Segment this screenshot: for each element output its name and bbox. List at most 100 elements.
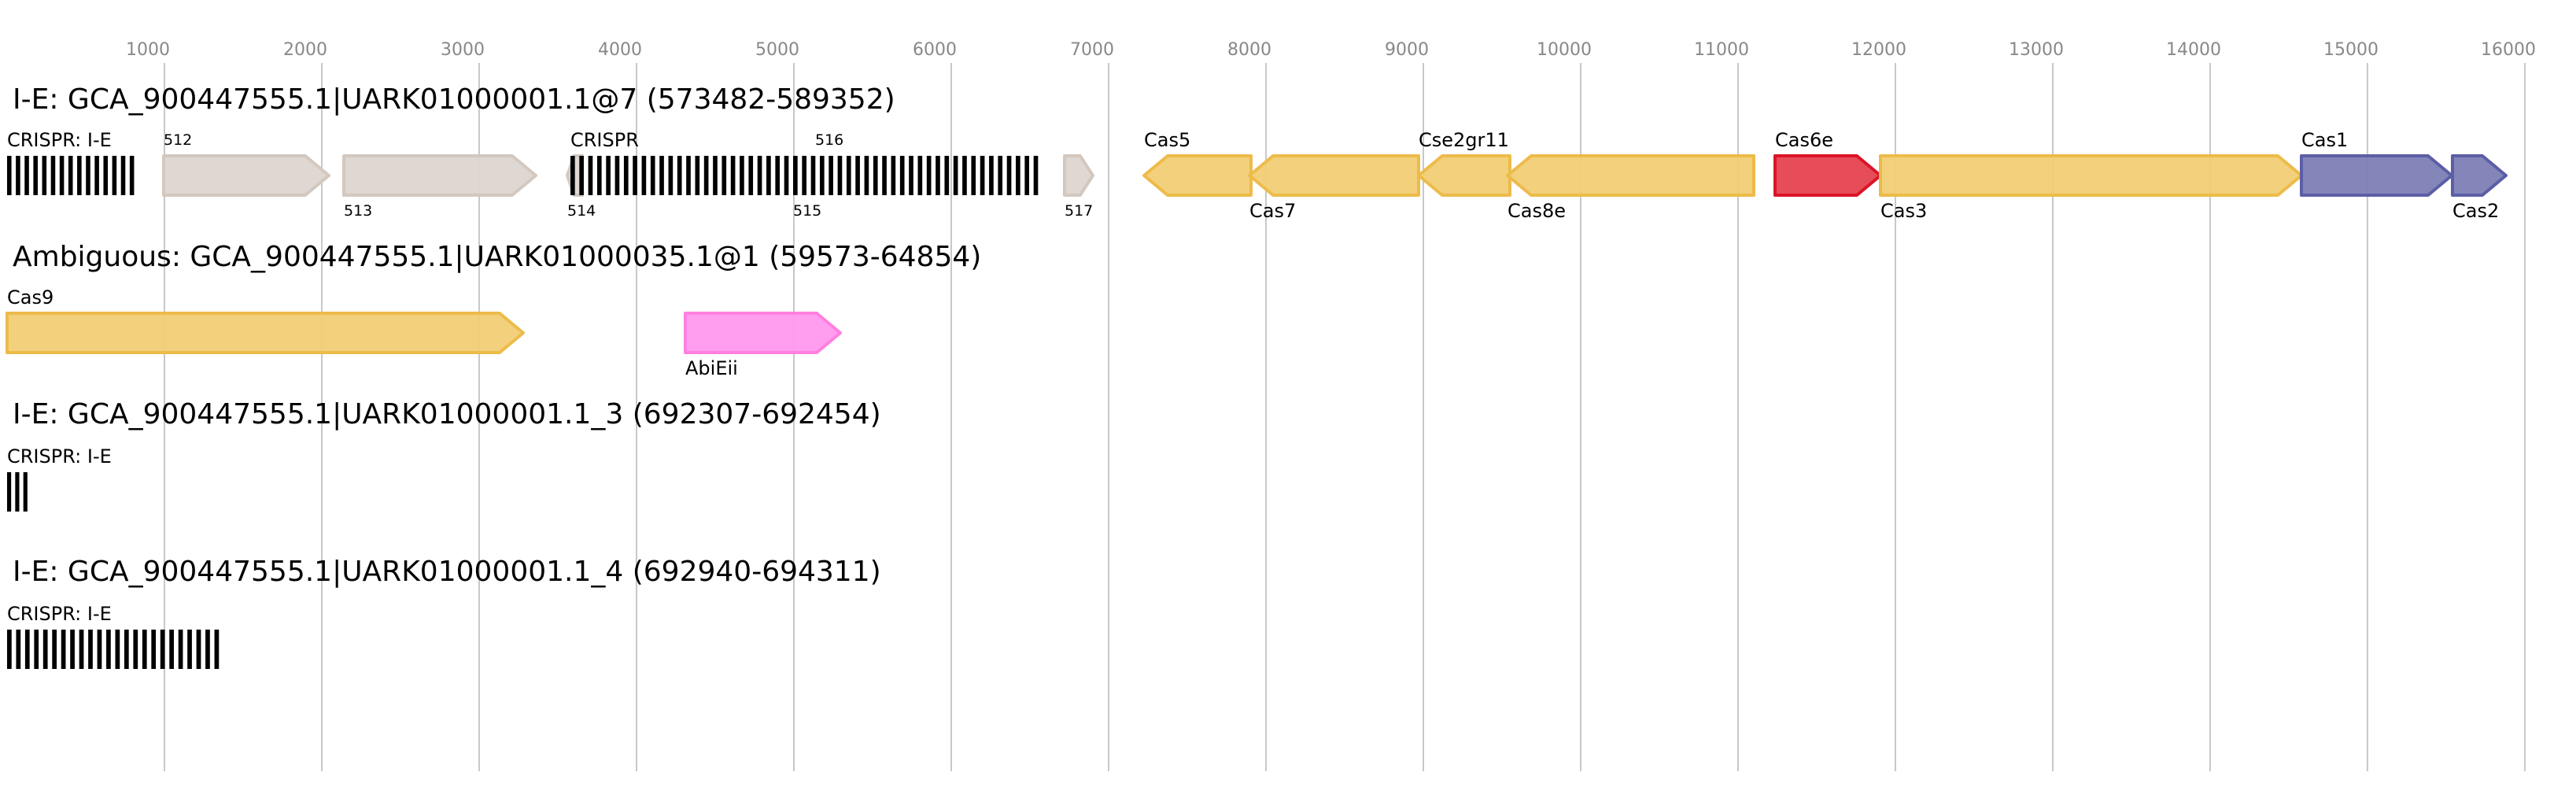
locus-1: I-E: GCA_900447555.1|UARK01000001.1@7 (5… bbox=[7, 83, 2508, 222]
crispr-repeat bbox=[926, 156, 932, 195]
gene-arrow bbox=[1248, 154, 1420, 197]
feature-label: CRISPR bbox=[570, 129, 639, 151]
crispr-repeat bbox=[775, 156, 781, 195]
locus-title: Ambiguous: GCA_900447555.1|UARK01000035.… bbox=[13, 241, 981, 273]
crispr-repeat bbox=[695, 156, 700, 195]
gene-arrow bbox=[1879, 154, 2303, 197]
crispr-array: CRISPR: I-E bbox=[7, 445, 112, 512]
feature-label: Cas5 bbox=[1144, 129, 1190, 151]
crispr-repeat bbox=[1033, 156, 1039, 195]
crispr-repeat bbox=[837, 156, 843, 195]
axis-tick-label: 11000 bbox=[1694, 40, 1749, 60]
crispr-repeat bbox=[178, 630, 183, 669]
crispr-repeat bbox=[120, 156, 126, 195]
crispr-repeat bbox=[614, 156, 620, 195]
feature-label: Cas6e bbox=[1775, 129, 1833, 151]
axis-tick-label: 3000 bbox=[441, 40, 485, 60]
crispr-repeat bbox=[52, 630, 57, 669]
axis-tick-label: 15000 bbox=[2323, 40, 2379, 60]
axis-tick-label: 4000 bbox=[598, 40, 642, 60]
gene-arrow bbox=[6, 312, 525, 354]
crispr-repeat bbox=[713, 156, 718, 195]
gene-cas5: Cas5 bbox=[1142, 129, 1253, 197]
crispr-repeat bbox=[1024, 156, 1030, 195]
crispr-repeat bbox=[641, 156, 647, 195]
crispr-repeat bbox=[730, 156, 736, 195]
feature-label: Cas3 bbox=[1880, 200, 1927, 222]
gene-cas9: Cas9 bbox=[6, 286, 525, 354]
crispr-repeat bbox=[79, 630, 84, 669]
axis-tick-label: 6000 bbox=[913, 40, 957, 60]
gene-arrow bbox=[1417, 154, 1511, 197]
feature-label: AbiEii bbox=[685, 357, 738, 379]
crispr-repeat bbox=[7, 472, 12, 512]
gene-label-516: 516 bbox=[815, 131, 843, 149]
crispr-repeat bbox=[214, 630, 220, 669]
crispr-repeat bbox=[757, 156, 762, 195]
crispr-repeat bbox=[59, 156, 65, 195]
crispr-repeat bbox=[962, 156, 967, 195]
gene-arrow bbox=[342, 154, 537, 197]
crispr-repeat bbox=[77, 156, 82, 195]
feature-label: 512 bbox=[164, 131, 192, 149]
crispr-repeat bbox=[70, 630, 75, 669]
crispr-repeat bbox=[998, 156, 1003, 195]
feature-label: 515 bbox=[793, 202, 821, 220]
crispr-repeat bbox=[829, 156, 833, 195]
crispr-repeat bbox=[819, 156, 825, 195]
crispr-repeat bbox=[88, 630, 93, 669]
gene-arrow bbox=[2300, 154, 2453, 197]
crispr-repeat bbox=[151, 630, 157, 669]
crispr-repeat bbox=[980, 156, 985, 195]
crispr-repeat bbox=[34, 630, 39, 669]
crispr-repeat bbox=[33, 156, 38, 195]
crispr-repeat bbox=[899, 156, 905, 195]
crispr-repeat bbox=[722, 156, 727, 195]
crispr-repeat bbox=[623, 156, 629, 195]
crispr-repeat bbox=[766, 156, 771, 195]
crispr-repeat bbox=[579, 156, 584, 195]
crispr-repeat bbox=[23, 472, 28, 512]
crispr-repeat bbox=[42, 156, 47, 195]
axis-tick-label: 8000 bbox=[1227, 40, 1271, 60]
crispr-repeat bbox=[103, 156, 109, 195]
crispr-repeat bbox=[802, 156, 806, 195]
crispr-repeat bbox=[24, 630, 30, 669]
crispr-repeat bbox=[873, 156, 878, 195]
crispr-repeat bbox=[917, 156, 923, 195]
locus-2: Ambiguous: GCA_900447555.1|UARK01000035.… bbox=[6, 241, 981, 379]
crispr-repeat bbox=[793, 156, 798, 195]
crispr-repeat bbox=[936, 156, 940, 195]
gene-arrow bbox=[1063, 154, 1094, 197]
axis-tick-label: 12000 bbox=[1851, 40, 1906, 60]
feature-label: 513 bbox=[344, 202, 372, 220]
crispr-repeat bbox=[115, 630, 120, 669]
gene-cas2: Cas2 bbox=[2451, 154, 2508, 222]
axis-tick-label: 7000 bbox=[1070, 40, 1114, 60]
crispr-repeat bbox=[953, 156, 958, 195]
gene-arrow bbox=[2451, 154, 2508, 197]
gene-512: 512 bbox=[162, 131, 330, 197]
feature-label: Cas1 bbox=[2301, 129, 2348, 151]
crispr-repeat bbox=[97, 630, 102, 669]
gene-arrow bbox=[1773, 154, 1882, 197]
gene-513: 513 bbox=[342, 154, 537, 220]
axis-tick-label: 10000 bbox=[1537, 40, 1592, 60]
crispr-repeat bbox=[588, 156, 593, 195]
crispr-array: CRISPR bbox=[570, 129, 1039, 195]
crispr-repeat bbox=[124, 630, 129, 669]
crispr-repeat bbox=[160, 630, 165, 669]
crispr-repeat bbox=[989, 156, 994, 195]
crispr-repeat bbox=[196, 630, 201, 669]
axis-tick-label: 16000 bbox=[2481, 40, 2536, 60]
gene-arrow bbox=[1142, 154, 1253, 197]
crispr-repeat bbox=[1006, 156, 1012, 195]
feature-label: 516 bbox=[815, 131, 843, 149]
gene-cas3: Cas3 bbox=[1879, 154, 2303, 222]
crispr-repeat bbox=[686, 156, 691, 195]
crispr-repeat bbox=[68, 156, 73, 195]
axis-tick-label: 5000 bbox=[755, 40, 799, 60]
crispr-array: CRISPR: I-E bbox=[7, 603, 220, 669]
